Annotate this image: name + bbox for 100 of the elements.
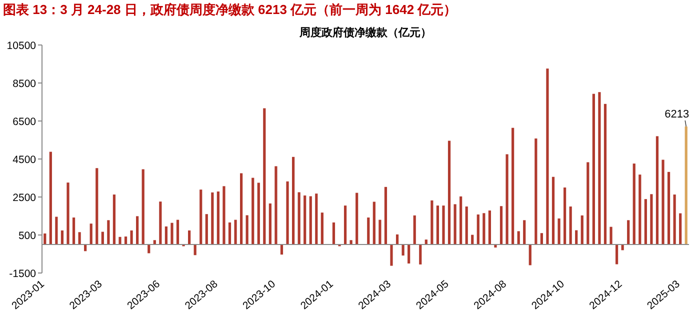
- bar: [211, 192, 214, 244]
- bar: [384, 186, 388, 244]
- bar: [274, 166, 278, 244]
- bar: [78, 232, 81, 244]
- bar: [130, 230, 133, 244]
- bar: [286, 181, 289, 244]
- bar: [465, 206, 468, 244]
- bar: [263, 108, 266, 244]
- bar: [448, 140, 451, 244]
- bar: [402, 244, 404, 256]
- bar: [592, 94, 595, 244]
- bar: [107, 220, 110, 244]
- bar: [419, 244, 422, 264]
- bar: [494, 244, 497, 248]
- bar: [315, 194, 318, 244]
- bar: [564, 188, 566, 244]
- bar: [586, 162, 590, 244]
- bar: [216, 191, 220, 244]
- bar: [580, 215, 584, 244]
- bar: [372, 202, 376, 244]
- y-tick-label: 4500: [12, 154, 36, 166]
- bar: [650, 194, 653, 244]
- bar: [188, 230, 191, 244]
- bar: [679, 213, 682, 244]
- bar: [476, 214, 480, 244]
- bar: [528, 244, 532, 266]
- data-label: 6213: [664, 108, 690, 120]
- bar: [344, 206, 347, 244]
- bar: [90, 224, 92, 244]
- bar: [413, 215, 416, 244]
- bar: [332, 222, 336, 244]
- bar: [598, 92, 601, 244]
- bar: [517, 231, 520, 244]
- y-tick-label: 2500: [12, 192, 36, 204]
- bar: [234, 220, 237, 244]
- y-tick-label: 8500: [12, 78, 36, 90]
- bar: [222, 186, 226, 244]
- bar: [200, 190, 202, 244]
- bar: [546, 68, 549, 244]
- bar: [454, 204, 456, 244]
- bar: [124, 236, 128, 244]
- bar: [304, 195, 306, 244]
- bar: [246, 215, 248, 244]
- bar: [136, 216, 139, 244]
- bar: [638, 174, 642, 244]
- bar: [430, 200, 434, 244]
- bar: [523, 220, 526, 244]
- bar: [436, 206, 440, 244]
- bar: [298, 192, 300, 244]
- bar: [118, 236, 122, 244]
- bar: [540, 233, 543, 244]
- bar: [378, 220, 382, 244]
- y-tick-label: 10500: [6, 40, 36, 52]
- bar: [112, 194, 116, 244]
- bar: [534, 138, 538, 244]
- y-tick-label: -1500: [9, 268, 36, 280]
- bar: [644, 199, 647, 244]
- bar: [320, 212, 324, 244]
- bar: [604, 104, 607, 244]
- bar: [408, 244, 410, 264]
- chart-title: 图表 13：3 月 24-28 日，政府债周度净缴款 6213 亿元（前一周为 1642 亿元）: [3, 2, 457, 17]
- bar: [390, 244, 393, 266]
- bar: [684, 126, 688, 244]
- bar: [268, 203, 272, 244]
- bar: [632, 164, 636, 244]
- bar: [101, 232, 104, 244]
- y-tick-label: 500: [18, 230, 36, 242]
- bar: [44, 233, 46, 244]
- bar: [367, 218, 370, 244]
- bar: [240, 173, 243, 244]
- bar: [142, 169, 144, 244]
- bar: [309, 196, 312, 244]
- bar: [228, 222, 232, 244]
- bar: [164, 226, 168, 244]
- bar: [610, 226, 612, 244]
- bar: [656, 136, 659, 244]
- bar: [615, 244, 618, 264]
- bar: [396, 234, 399, 244]
- bar: [96, 168, 98, 244]
- bar: [205, 214, 208, 244]
- bar: [627, 220, 630, 244]
- bar: [662, 160, 664, 244]
- bar: [60, 230, 64, 244]
- bar: [252, 178, 254, 244]
- bar: [170, 222, 174, 244]
- bar: [667, 172, 670, 244]
- bar: [55, 216, 58, 244]
- bar: [159, 202, 162, 244]
- bar: [569, 206, 572, 244]
- bar: [460, 196, 462, 244]
- bar: [558, 218, 560, 244]
- bar: [72, 218, 76, 244]
- bar: [506, 154, 508, 244]
- bar: [500, 206, 503, 244]
- bar: [292, 156, 295, 244]
- bar: [66, 182, 70, 244]
- bar: [488, 210, 491, 244]
- bar: [176, 220, 180, 244]
- bar: [280, 244, 284, 255]
- bar: [512, 128, 514, 244]
